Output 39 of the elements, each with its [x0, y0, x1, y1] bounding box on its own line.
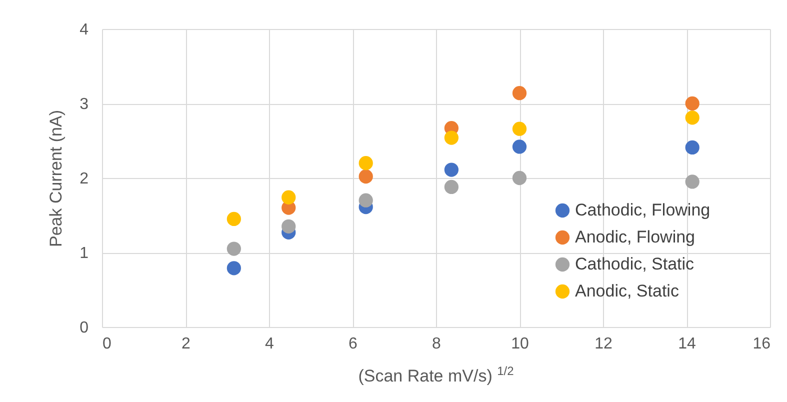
y-tick-label: 3 [80, 96, 89, 113]
y-tick-label: 4 [80, 22, 89, 38]
legend-label: Anodic, Flowing [575, 228, 696, 246]
y-axis-title: Peak Current (nA) [46, 110, 66, 247]
point [685, 110, 700, 125]
point [444, 130, 459, 145]
x-tick-label: 10 [511, 336, 529, 352]
point [282, 190, 296, 204]
y-tick-label: 1 [80, 245, 89, 262]
point [512, 122, 527, 136]
x-tick-label: 14 [678, 336, 696, 352]
point [512, 140, 527, 154]
point [282, 219, 296, 234]
point [512, 86, 527, 100]
x-tick-label: 0 [102, 336, 112, 352]
point [685, 140, 700, 155]
legend-label: Cathodic, Flowing [575, 200, 710, 220]
legend-label: Anodic, Static [575, 282, 680, 300]
point [685, 96, 700, 111]
point [226, 242, 241, 256]
y-tick-label: 2 [80, 170, 89, 188]
x-axis-title: (Scan Rate mV/s) $^{1/2}$ [357, 364, 515, 387]
y-tick-label: 0 [80, 320, 89, 336]
x-tick-label: 2 [182, 336, 191, 352]
x-tick-label: 16 [752, 336, 771, 352]
legend-label: Cathodic, Static [575, 254, 695, 274]
point [512, 170, 527, 186]
x-tick-label: 4 [265, 336, 274, 352]
x-tick-label: 12 [594, 336, 612, 352]
point [358, 193, 373, 208]
point [685, 174, 700, 189]
point [444, 162, 459, 177]
point [226, 212, 241, 226]
point [444, 180, 459, 194]
point [358, 169, 373, 184]
x-tick-label: 6 [348, 336, 358, 352]
x-tick-label: 8 [432, 336, 442, 352]
point [358, 156, 373, 170]
point [226, 261, 241, 276]
